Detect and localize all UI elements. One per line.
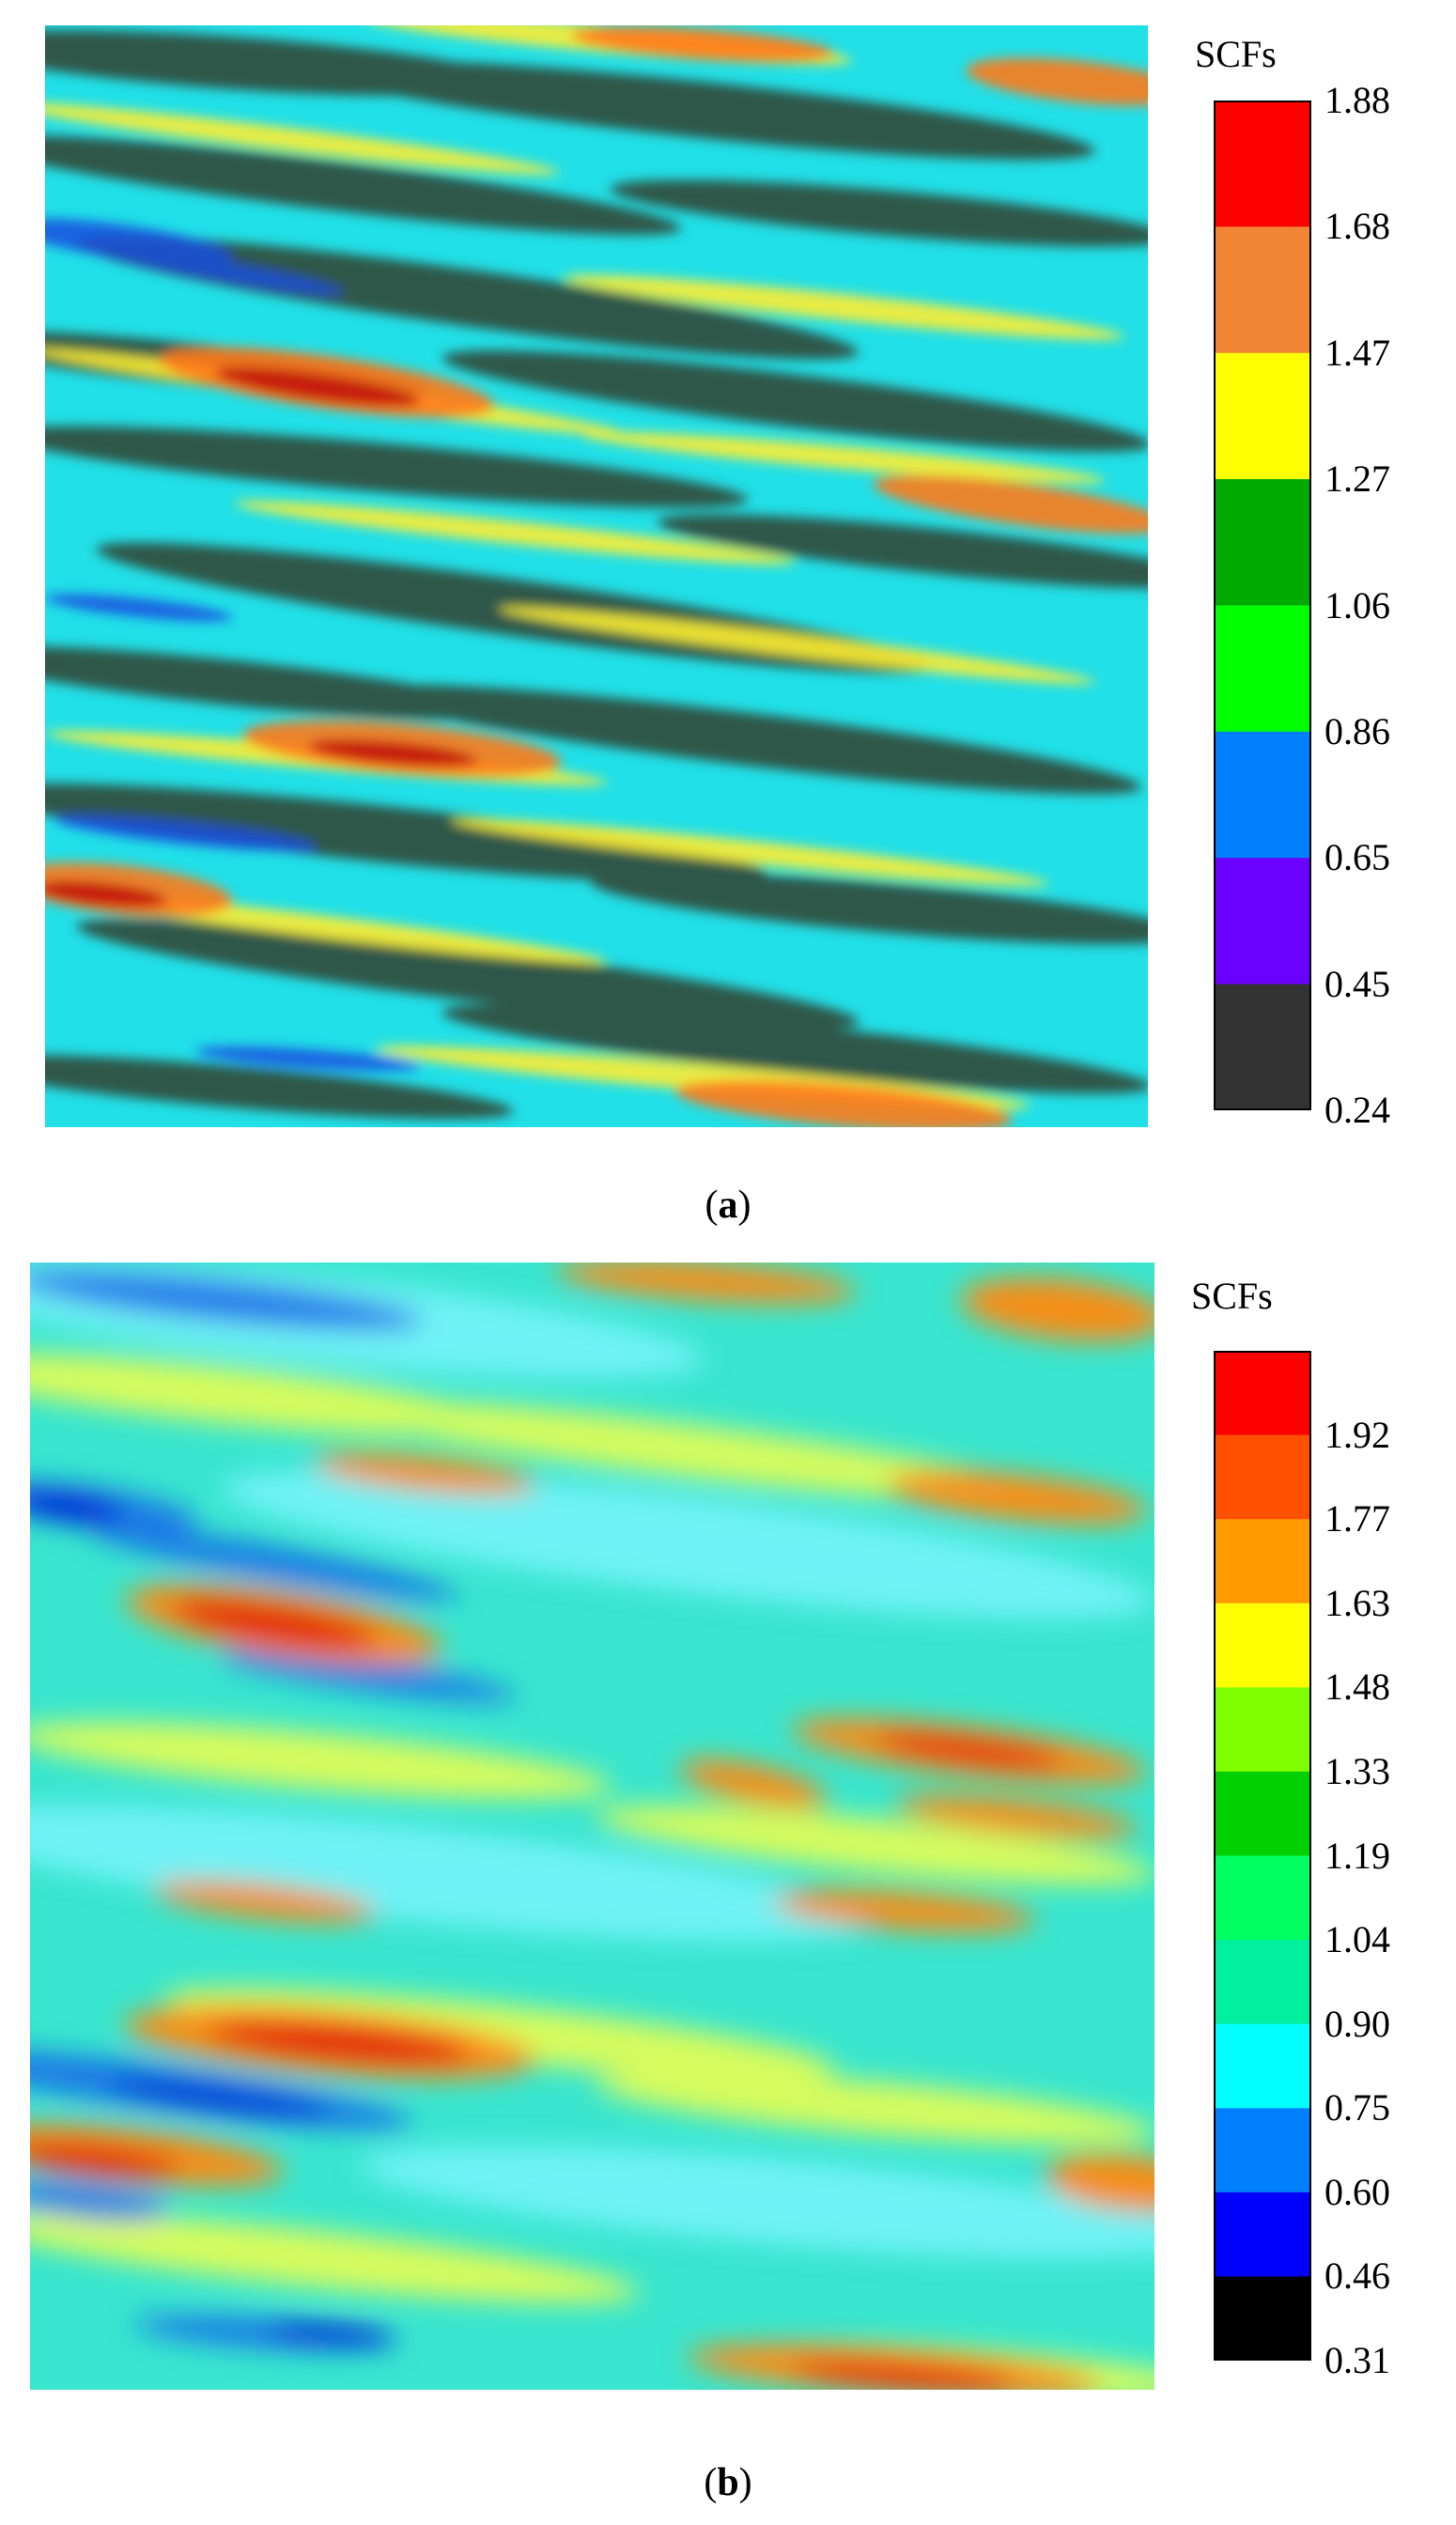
colorbar-segment [1214,1940,1311,2025]
colorbar-segment [1214,605,1311,733]
colorbar-tick-label: 0.46 [1324,2254,1390,2298]
colorbar-tick-label: 1.68 [1324,205,1390,248]
colorbar-tick-label: 0.86 [1324,709,1390,752]
colorbar-tick-label: 1.47 [1324,331,1390,374]
colorbar-segment [1214,352,1311,480]
scf-contour-map-a [45,25,1148,1127]
colorbar-tick-label: 0.60 [1324,2170,1390,2213]
colorbar-tick-label: 1.63 [1324,1581,1390,1624]
panel-a: SCFs 1.88 1.68 1.47 1.27 1.06 0.86 0.65 0.45 0.2… [0,0,1456,1240]
colorbar-segment [1214,1603,1311,1688]
colorbar-segment [1214,226,1311,354]
panel-label: (b) [704,2461,752,2504]
colorbar-segment [1214,101,1311,227]
colorbar [1214,101,1311,1110]
colorbar-tick-label: 1.33 [1324,1749,1390,1792]
colorbar-segment [1214,731,1311,859]
colorbar-title: SCFs [1191,1275,1273,1317]
scf-contour-map-b [30,1262,1154,2390]
colorbar-frame [1214,1351,1311,2361]
colorbar-segment [1214,2276,1311,2361]
colorbar-segment [1214,1434,1311,1520]
colorbar-segment [1214,2108,1311,2193]
colorbar-segment [1214,858,1311,985]
colorbar-tick-label: 0.45 [1324,962,1390,1005]
colorbar-frame [1214,101,1311,1110]
colorbar-tick-label: 0.65 [1324,836,1390,879]
colorbar-segment [1214,2192,1311,2277]
colorbar-segment [1214,2023,1311,2109]
colorbar-tick-label: 0.24 [1324,1089,1390,1131]
colorbar-tick-label: 0.31 [1324,2339,1390,2381]
colorbar-tick-label: 1.48 [1324,1665,1390,1709]
colorbar-title: SCFs [1195,33,1277,75]
colorbar-tick-label: 1.19 [1324,1834,1390,1877]
colorbar [1214,1351,1311,2361]
colorbar-segment [1214,1855,1311,1941]
colorbar-tick-label: 1.92 [1324,1413,1390,1456]
colorbar-tick-label: 0.75 [1324,2086,1390,2130]
colorbar-tick-label: 0.90 [1324,2002,1390,2045]
colorbar-tick-label: 1.27 [1324,457,1390,501]
colorbar-tick-label: 1.88 [1324,79,1390,121]
colorbar-segment [1214,1519,1311,1604]
panel-b: SCFs 1.92 1.77 1.63 1.48 1.33 1.19 1.04 0.90 0.7… [0,1240,1456,2525]
panel-label: (a) [705,1184,751,1227]
colorbar-tick-label: 1.77 [1324,1497,1390,1541]
colorbar-tick-label: 1.04 [1324,1918,1390,1961]
colorbar-segment [1214,1351,1311,1436]
colorbar-segment [1214,479,1311,606]
colorbar-tick-label: 1.06 [1324,583,1390,627]
colorbar-segment [1214,984,1311,1110]
colorbar-segment [1214,1687,1311,1773]
colorbar-segment [1214,1771,1311,1856]
